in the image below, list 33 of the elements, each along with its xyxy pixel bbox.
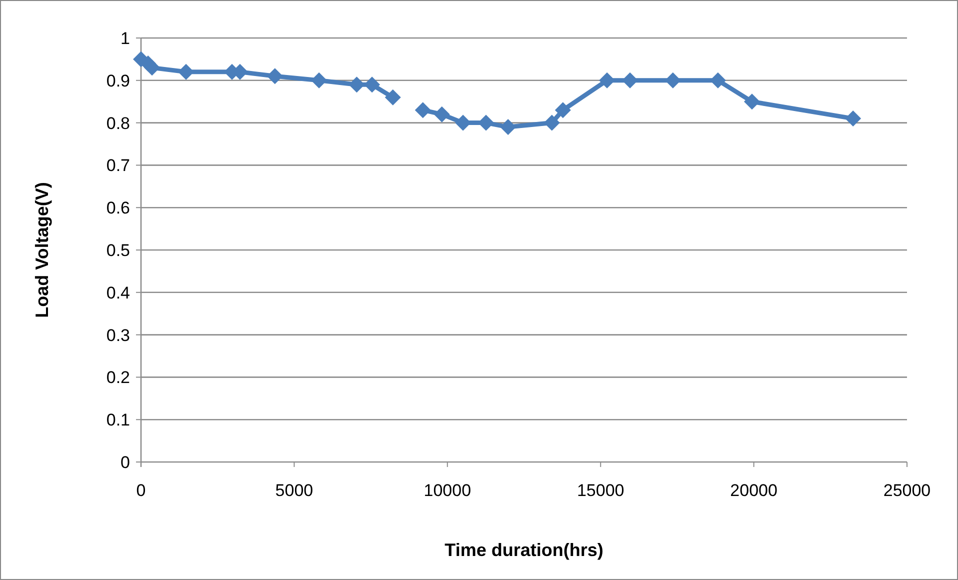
y-tick-label: 0.7: [106, 156, 130, 176]
point: [144, 60, 160, 76]
x-axis-title: Time duration(hrs): [444, 540, 604, 560]
y-tick-label: 0.2: [106, 368, 130, 388]
y-tick-label: 0.4: [106, 283, 130, 302]
point: [744, 94, 760, 110]
point: [478, 114, 494, 131]
x-tick-label: 15000: [576, 481, 624, 500]
point: [544, 114, 560, 131]
y-tick-label: 0: [120, 452, 130, 472]
x-tick-label: 0: [136, 481, 146, 500]
x-tick-label: 5000: [275, 481, 314, 500]
y-tick-label: 1: [120, 28, 130, 48]
point: [500, 119, 516, 136]
y-axis-title: Load Voltage(V): [32, 182, 52, 318]
point: [311, 72, 328, 88]
y-tick-label: 0.9: [106, 71, 130, 90]
y-tick-label: 0.5: [106, 240, 130, 260]
x-tick-label: 10000: [424, 481, 472, 500]
point: [364, 76, 380, 93]
point: [845, 110, 862, 127]
x-tick-label: 20000: [730, 481, 778, 500]
point: [348, 76, 365, 93]
point: [554, 102, 571, 118]
x-tick-label: 25000: [883, 481, 931, 500]
point: [414, 102, 431, 118]
point: [266, 68, 283, 84]
y-tick-label: 0.6: [106, 198, 130, 218]
y-tick-label: 0.3: [106, 326, 130, 345]
y-tick-label: 0.8: [106, 114, 130, 133]
y-tick-label: 0.1: [106, 410, 130, 430]
point: [384, 89, 401, 106]
point: [434, 106, 450, 122]
